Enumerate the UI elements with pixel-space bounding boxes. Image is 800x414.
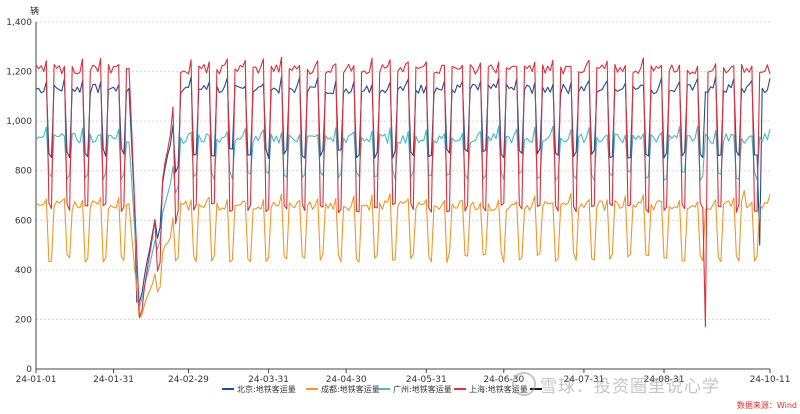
x-tick-label: 24-03-31	[248, 375, 289, 385]
y-tick-label: 1,000	[6, 117, 32, 127]
x-axis: 24-01-01 24-01-31 24-02-29 24-03-31 24-04-30…	[16, 368, 791, 385]
series-line-chengdu	[35, 189, 771, 319]
legend-label-shanghai: 上海:地铁客运量	[469, 384, 528, 394]
x-tick-label: 24-06-30	[483, 375, 524, 385]
series-line-guangzhou	[35, 125, 771, 308]
x-tick-label: 24-01-31	[93, 375, 134, 385]
y-tick-label: 400	[15, 266, 32, 276]
x-tick-label: 24-05-31	[406, 375, 447, 385]
x-tick-label: 24-04-30	[326, 375, 367, 385]
y-axis: 0 200 400 600 800 1,000 1,200 1,400	[6, 18, 37, 375]
series-line-shanghai	[35, 56, 771, 328]
legend: 北京:地铁客运量 成都:地铁客运量 广州:地铁客运量 上海:地铁客运量	[222, 384, 542, 394]
x-tick-label: 24-07-31	[563, 375, 604, 385]
x-tick-label: 24-08-31	[644, 375, 685, 385]
y-tick-label: 800	[15, 167, 32, 177]
legend-label-beijing: 北京:地铁客运量	[237, 384, 296, 394]
y-tick-label: 1,400	[6, 18, 32, 28]
series-group	[35, 56, 771, 328]
y-tick-label: 600	[15, 216, 32, 226]
series-line-beijing	[35, 76, 771, 303]
x-tick-label: 24-01-01	[16, 375, 57, 385]
y-tick-label: 0	[26, 365, 32, 375]
source-note: 数据来源：Wind	[737, 400, 797, 410]
watermark: 雪球：投资圈里说心学	[512, 372, 720, 397]
x-tick-label: 24-02-29	[168, 375, 209, 385]
legend-label-chengdu: 成都:地铁客运量	[321, 384, 380, 394]
x-tick-label: 24-10-11	[750, 375, 791, 385]
y-unit-label: 辆	[30, 5, 39, 17]
legend-label-guangzhou: 广州:地铁客运量	[393, 384, 452, 394]
y-tick-label: 1,200	[6, 68, 32, 78]
snowball-logo-icon	[512, 372, 536, 396]
y-tick-label: 200	[15, 315, 32, 325]
watermark-text: 雪球：投资圈里说心学	[540, 377, 720, 397]
